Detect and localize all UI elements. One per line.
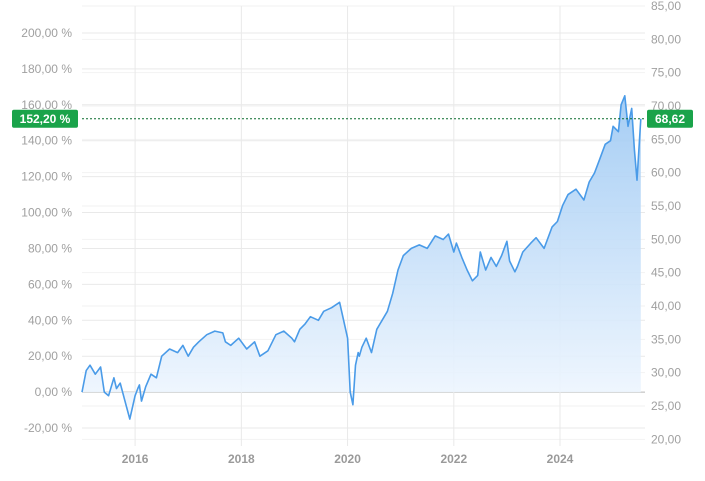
left-tick-label: 80,00 % xyxy=(28,241,72,255)
left-tick-label: 140,00 % xyxy=(21,134,72,148)
left-tick-label: 20,00 % xyxy=(28,349,72,363)
current-price-badge xyxy=(647,109,693,128)
left-axis-ticks: -20,00 % 0,00 % 20,00 % 40,00 % 60,00 % 80,00… xyxy=(21,26,72,435)
left-tick-label: -20,00 % xyxy=(24,421,72,435)
series-line xyxy=(81,95,642,420)
left-tick-label: 40,00 % xyxy=(28,313,72,327)
left-tick-label: 180,00 % xyxy=(21,62,72,76)
right-tick-label: 60,00 xyxy=(651,166,681,180)
right-tick-label: 40,00 xyxy=(651,299,681,313)
right-tick-label: 45,00 xyxy=(651,266,681,280)
x-tick-label: 2024 xyxy=(547,452,574,466)
right-tick-label: 20,00 xyxy=(651,432,681,446)
x-tick-label: 2018 xyxy=(228,452,255,466)
current-percent-badge xyxy=(12,109,78,128)
left-tick-label: 60,00 % xyxy=(28,277,72,291)
right-tick-label: 80,00 xyxy=(651,32,681,46)
left-tick-label: 120,00 % xyxy=(21,170,72,184)
left-tick-label: 100,00 % xyxy=(21,206,72,220)
series-area xyxy=(82,95,641,420)
right-tick-label: 50,00 xyxy=(651,232,681,246)
x-tick-label: 2020 xyxy=(334,452,361,466)
left-tick-label: 160,00 % xyxy=(21,98,72,112)
right-tick-label: 85,00 xyxy=(651,0,681,13)
current-price-label: 68,62 xyxy=(655,112,685,126)
current-value-badges: 152,20 % 68,62 xyxy=(12,109,693,128)
right-tick-label: 55,00 xyxy=(651,199,681,213)
area-layer xyxy=(81,95,642,420)
left-tick-label: 0,00 % xyxy=(35,385,73,399)
right-tick-label: 70,00 xyxy=(651,99,681,113)
right-axis-ticks: 20,00 25,00 30,00 35,00 40,00 45,00 50,00 55,00… xyxy=(651,0,681,446)
right-tick-label: 65,00 xyxy=(651,132,681,146)
grid-lines xyxy=(82,5,645,446)
left-tick-label: 200,00 % xyxy=(21,26,72,40)
x-tick-label: 2022 xyxy=(440,452,467,466)
current-percent-label: 152,20 % xyxy=(20,112,71,126)
x-axis-ticks: 2016 2018 2020 2022 2024 xyxy=(122,452,574,466)
right-tick-label: 75,00 xyxy=(651,66,681,80)
right-tick-label: 30,00 xyxy=(651,366,681,380)
right-tick-label: 25,00 xyxy=(651,399,681,413)
x-tick-label: 2016 xyxy=(122,452,149,466)
right-tick-label: 35,00 xyxy=(651,332,681,346)
